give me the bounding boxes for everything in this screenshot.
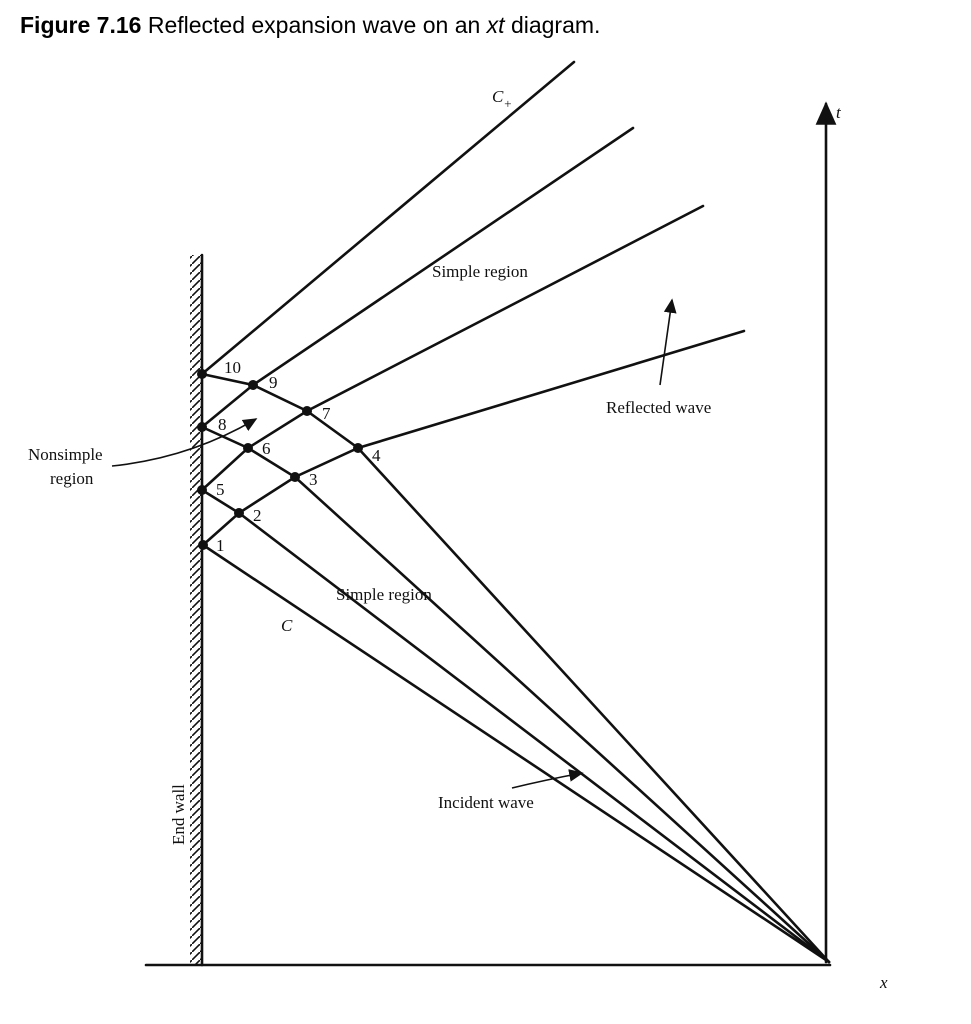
point-label-7: 7: [322, 404, 331, 423]
point-9: [248, 380, 258, 390]
point-label-1: 1: [216, 536, 225, 555]
simple-region-top-label: Simple region: [432, 262, 528, 281]
incident-wave-label: Incident wave: [438, 793, 534, 812]
nonsimple-region-arrow: [111, 418, 258, 467]
c-plus-label: C+: [492, 87, 512, 111]
point-label-5: 5: [216, 480, 225, 499]
incident-characteristic-2: [200, 488, 831, 964]
reflected-wave-label: Reflected wave: [606, 398, 711, 417]
x-axis-label: x: [879, 973, 888, 992]
point-4: [353, 443, 363, 453]
end-wall-hatching: [190, 255, 201, 965]
point-label-6: 6: [262, 439, 271, 458]
intersection-points: [197, 369, 363, 550]
nonsimple-region-label-line2: region: [50, 469, 94, 488]
end-wall-label: End wall: [169, 784, 188, 845]
nonsimple-region-label-line1: Nonsimple: [28, 445, 103, 464]
point-label-3: 3: [309, 470, 318, 489]
reflected-characteristic-3: [200, 126, 635, 429]
caption-italic: xt: [486, 12, 505, 38]
incident-wave-arrow: [511, 769, 584, 789]
point-5: [197, 485, 207, 495]
point-label-4: 4: [372, 446, 381, 465]
reflected-wave-arrow: [659, 298, 677, 386]
point-2: [234, 508, 244, 518]
c-minus-label: C: [281, 616, 293, 635]
point-label-8: 8: [218, 415, 227, 434]
caption-text-end: diagram.: [504, 12, 601, 38]
t-axis-label: t: [836, 103, 842, 122]
incident-characteristic-4: [200, 372, 831, 964]
point-label-9: 9: [269, 373, 278, 392]
caption-text: Reflected expansion wave on an: [147, 12, 487, 38]
point-label-2: 2: [253, 506, 262, 525]
point-1: [198, 540, 208, 550]
incident-characteristic-3: [200, 425, 831, 964]
point-7: [302, 406, 312, 416]
point-6: [243, 443, 253, 453]
incident-characteristic-1: [201, 543, 831, 964]
point-3: [290, 472, 300, 482]
point-10: [197, 369, 207, 379]
point-8: [197, 422, 207, 432]
figure-caption: Figure 7.16 Reflected expansion wave on …: [20, 12, 600, 39]
point-label-10: 10: [224, 358, 241, 377]
figure-label: Figure 7.16: [20, 12, 142, 38]
reflected-characteristic-2: [200, 204, 705, 492]
simple-region-bottom-label: Simple region: [336, 585, 432, 604]
reflected-characteristic-4: [200, 60, 576, 376]
